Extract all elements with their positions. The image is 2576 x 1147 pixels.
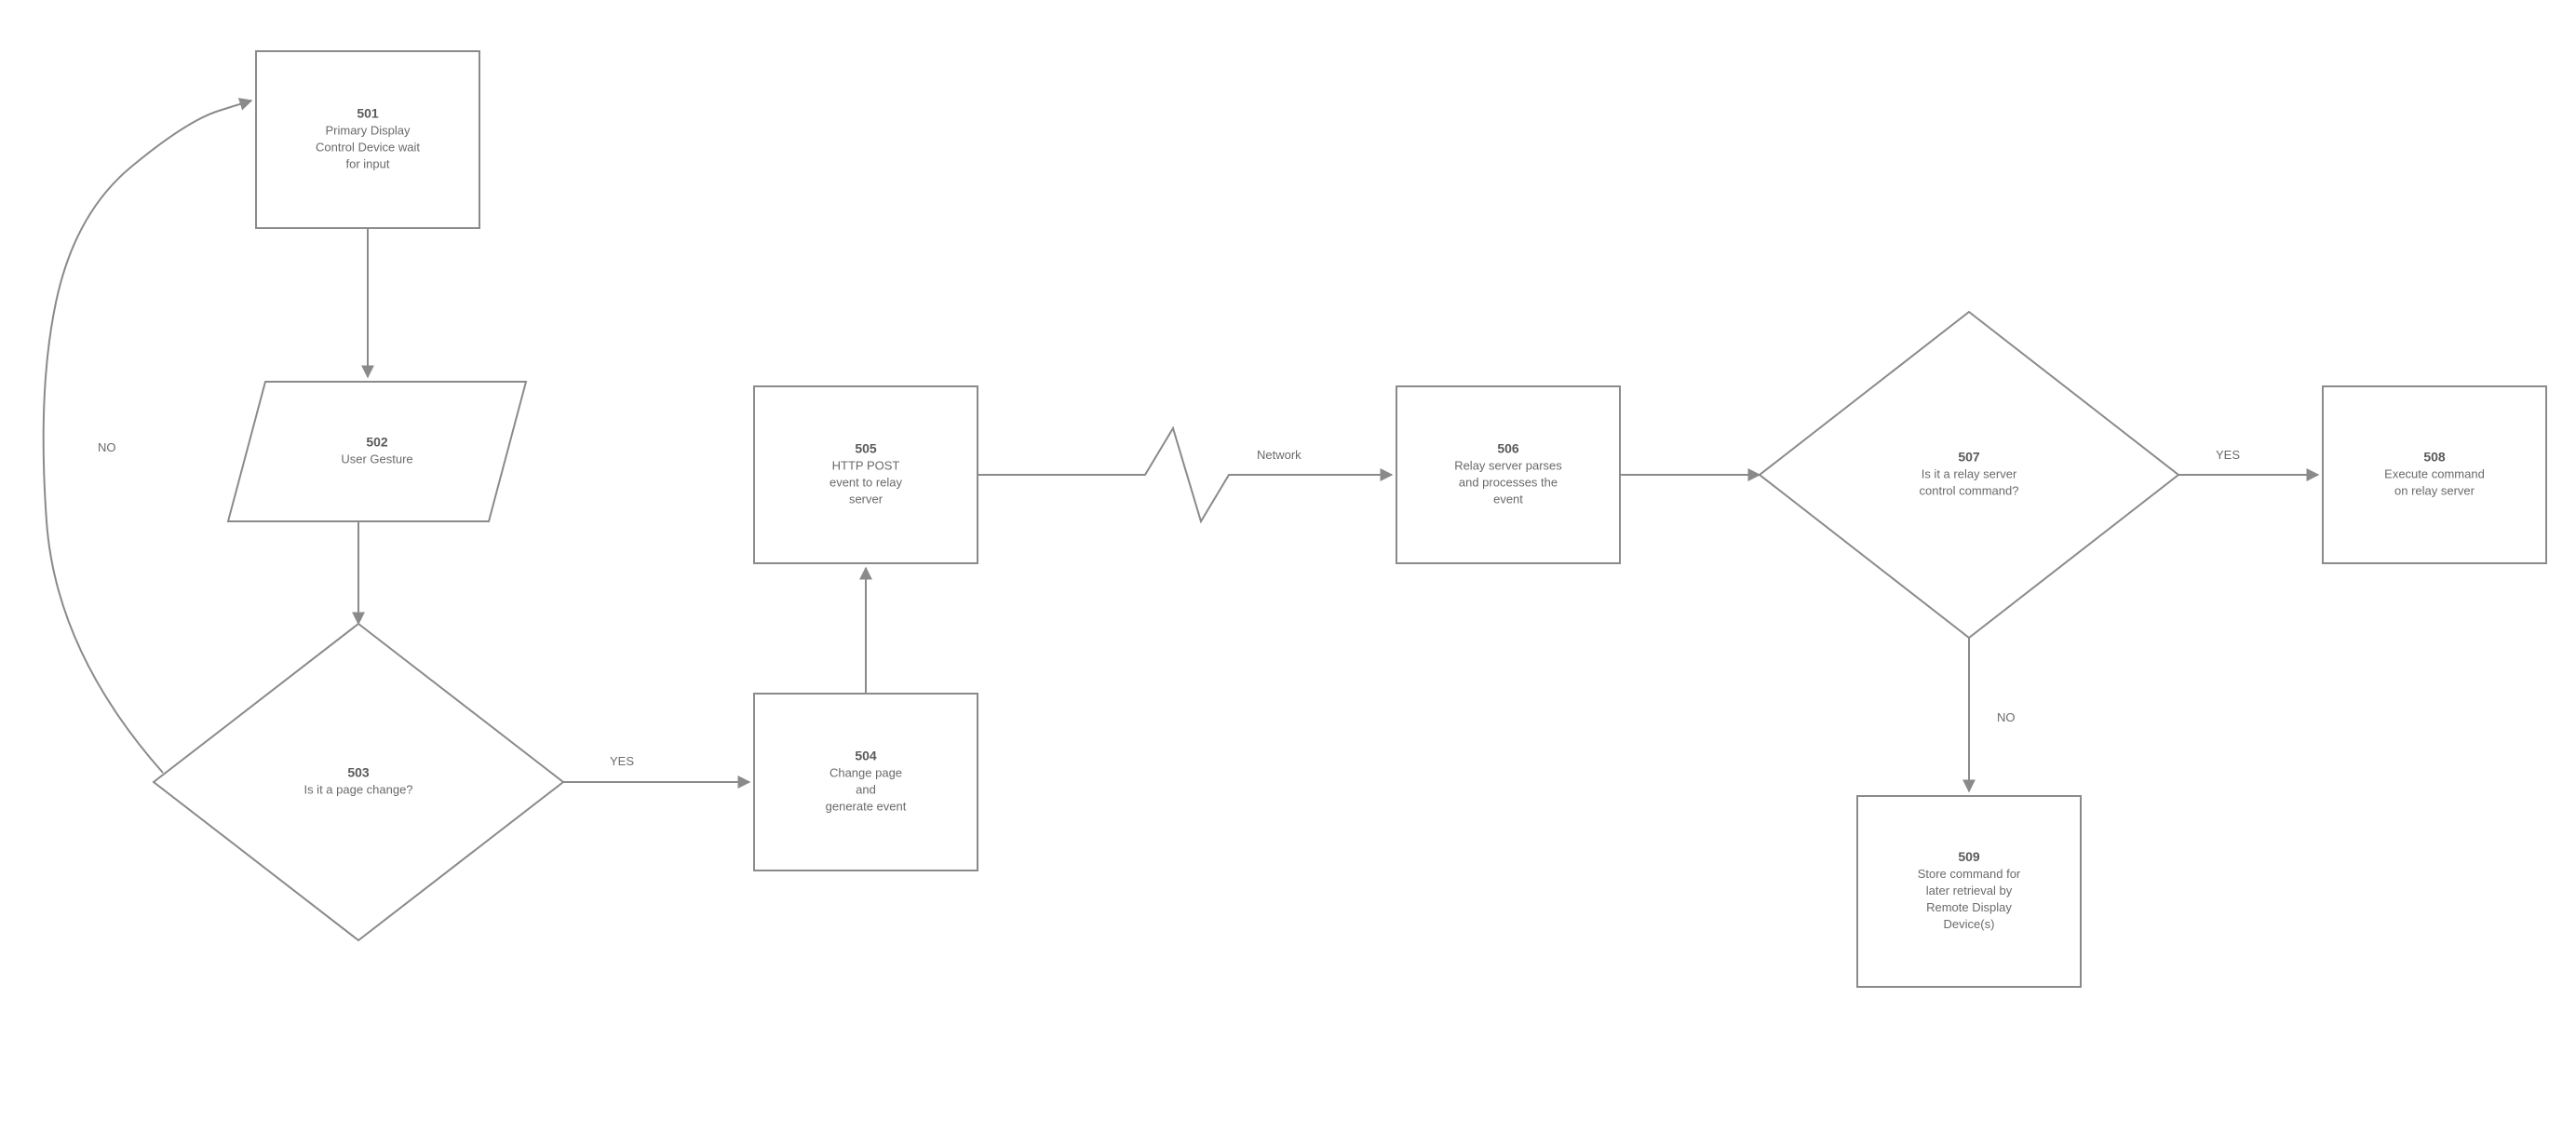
node-n509-line: Remote Display <box>1926 900 2012 914</box>
node-n506-line: and processes the <box>1459 475 1558 489</box>
edge-n507-n508: YES <box>2178 448 2318 475</box>
node-n507-line: control command? <box>1920 483 2019 497</box>
node-n506-line: event <box>1493 492 1523 506</box>
node-n505-title: 505 <box>855 441 877 456</box>
node-n503-title: 503 <box>347 765 370 780</box>
edge-n505-n506: Network <box>978 428 1392 521</box>
node-n507: 507Is it a relay server control command? <box>1760 312 2178 638</box>
node-n505-line: server <box>849 492 883 506</box>
node-n504-line: and <box>856 782 876 796</box>
node-n501-line: for input <box>346 156 390 170</box>
node-n506-title: 506 <box>1497 441 1519 456</box>
edge-n503-n501: NO <box>44 101 251 773</box>
edge-n507-n509: NO <box>1969 638 2016 791</box>
node-n503: 503 Is it a page change? <box>154 624 563 940</box>
node-n505-line: HTTP POST <box>832 458 900 472</box>
node-n501: 501 Primary Display Control Device wait for… <box>256 51 479 228</box>
node-n509-line: Store command for <box>1918 867 2021 881</box>
node-n501-title: 501 <box>357 106 379 121</box>
node-n502-line: User Gesture <box>341 452 412 466</box>
edge-n503-n504: YES <box>563 754 749 782</box>
node-n508-line: Execute command <box>2384 466 2485 480</box>
node-n509-line: Device(s) <box>1944 917 1995 931</box>
node-n508-title: 508 <box>2423 450 2446 465</box>
flowchart-canvas: 501 Primary Display Control Device wait for… <box>0 0 2576 1147</box>
edge-line <box>978 428 1392 521</box>
node-n504-line: Change page <box>829 765 902 779</box>
edge-label: Network <box>1257 448 1301 462</box>
node-n506-line: Relay server parses <box>1454 458 1562 472</box>
edge-label: NO <box>98 440 116 454</box>
node-n504-title: 504 <box>855 749 877 763</box>
node-n509-line: later retrieval by <box>1926 884 2013 897</box>
node-n503-line: Is it a page change? <box>303 782 412 796</box>
edge-label: YES <box>2216 448 2240 462</box>
edge-label: NO <box>1997 710 2016 724</box>
node-n509: 509 Store command for later retrieval by Re… <box>1857 796 2081 987</box>
node-n504: 504 Change page and generate event <box>754 694 978 870</box>
node-n505: 505 HTTP POST event to relay server <box>754 386 978 563</box>
node-n506: 506 Relay server parses and processes the e… <box>1396 386 1620 563</box>
node-n505-line: event to relay <box>829 475 903 489</box>
node-n504-line: generate event <box>826 799 907 813</box>
node-n507-title: 507 <box>1958 450 1980 465</box>
node-n502-title: 502 <box>366 435 388 450</box>
edge-line <box>44 101 251 773</box>
node-n508: 508Execute command on relay server <box>2323 386 2546 563</box>
node-n502: 502 User Gesture <box>228 382 526 521</box>
edge-label: YES <box>610 754 634 768</box>
node-n508-line: on relay server <box>2394 483 2475 497</box>
node-n501-line: Primary Display <box>325 123 411 137</box>
node-n501-line: Control Device wait <box>316 140 420 154</box>
node-n507-line: Is it a relay server <box>1922 466 2017 480</box>
node-n509-title: 509 <box>1958 849 1980 864</box>
